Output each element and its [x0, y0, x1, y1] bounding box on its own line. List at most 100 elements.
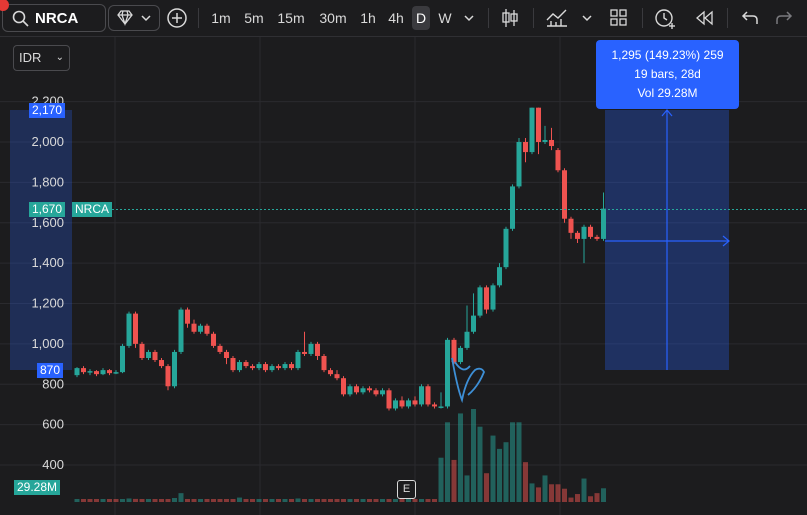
- candle-body: [94, 371, 99, 375]
- candle: [308, 341, 314, 356]
- timeframe-15m[interactable]: 15m: [277, 10, 305, 26]
- redo-icon[interactable]: [774, 8, 794, 28]
- candle: [224, 349, 229, 365]
- candle: [406, 398, 411, 409]
- candle: [347, 384, 353, 397]
- candle-body: [243, 362, 249, 367]
- chevron-down-icon[interactable]: [581, 12, 593, 24]
- candle: [367, 386, 372, 393]
- volume-bar: [341, 499, 346, 502]
- volume-bar: [484, 473, 489, 502]
- candle: [575, 230, 580, 243]
- volume-bar: [555, 484, 561, 502]
- volume-bar: [107, 499, 112, 502]
- candles-icon[interactable]: [499, 7, 521, 29]
- candle-body: [224, 351, 229, 359]
- volume-bar: [217, 499, 223, 502]
- candle: [516, 137, 522, 189]
- undo-icon[interactable]: [740, 8, 760, 28]
- candle-body: [458, 347, 463, 363]
- candle: [198, 323, 203, 334]
- candle: [328, 368, 333, 377]
- candle: [503, 226, 509, 270]
- candle-body: [302, 351, 307, 354]
- timeframe-d-active[interactable]: D: [412, 6, 430, 30]
- volume-bar: [308, 499, 314, 502]
- candle-body: [399, 400, 405, 407]
- chevron-down-icon[interactable]: [463, 12, 475, 24]
- volume-bar: [516, 422, 522, 502]
- volume-bar: [81, 499, 86, 502]
- candle-body: [360, 388, 366, 393]
- candle: [113, 370, 119, 375]
- currency-label: IDR: [19, 50, 42, 65]
- candle-body: [276, 366, 281, 369]
- candle-body: [386, 390, 392, 409]
- volume-bar: [451, 459, 457, 502]
- volume-bar: [159, 499, 164, 502]
- volume-bar: [165, 499, 171, 502]
- timeframe-w[interactable]: W: [438, 10, 452, 26]
- measure-range-axis-band: [10, 110, 72, 370]
- candle-body: [373, 390, 379, 395]
- earnings-event-marker[interactable]: E: [397, 480, 416, 499]
- symbol-search[interactable]: NRCA: [0, 0, 106, 32]
- candle-body: [568, 218, 574, 233]
- measure-bars-text: 19 bars, 28d: [634, 67, 701, 81]
- candle-body: [146, 351, 151, 359]
- timeframe-30m[interactable]: 30m: [319, 10, 347, 26]
- price-tick-label: 400: [42, 457, 64, 472]
- candle: [321, 353, 327, 373]
- volume-bar: [94, 499, 99, 502]
- candle: [510, 184, 515, 231]
- volume-bar: [321, 499, 327, 502]
- candle-body: [471, 315, 476, 332]
- candle: [568, 216, 574, 239]
- candle-body: [503, 228, 509, 268]
- timeframe-1h[interactable]: 1h: [360, 10, 376, 26]
- compare-button[interactable]: [108, 5, 160, 31]
- candle-body: [412, 400, 418, 405]
- candle-body: [497, 267, 502, 286]
- volume-bar: [185, 499, 190, 502]
- candle: [120, 343, 125, 374]
- candle-body: [217, 345, 223, 352]
- candle-body: [334, 374, 340, 379]
- volume-bar: [393, 499, 398, 502]
- replay-icon[interactable]: [693, 8, 715, 28]
- candle: [178, 307, 184, 354]
- layout-grid-icon[interactable]: [609, 8, 629, 28]
- volume-bar: [315, 499, 320, 502]
- alert-clock-icon[interactable]: [653, 6, 677, 30]
- candle-body: [354, 386, 359, 393]
- candle-body: [191, 323, 197, 332]
- last-symbol-label: NRCA: [72, 202, 113, 217]
- candle-body: [406, 400, 411, 407]
- add-icon[interactable]: [166, 7, 188, 29]
- candle: [497, 263, 502, 288]
- timeframe-1m[interactable]: 1m: [211, 10, 231, 26]
- volume-bar: [237, 497, 242, 502]
- measure-vertical-arrowhead: [661, 109, 673, 117]
- currency-selector[interactable]: IDR ⌄: [13, 45, 70, 71]
- volume-bar: [412, 499, 418, 502]
- volume-bar: [399, 499, 405, 502]
- candle: [276, 364, 281, 371]
- indicators-icon[interactable]: [545, 6, 569, 28]
- candle-body: [536, 107, 541, 142]
- candle-body: [74, 368, 80, 376]
- timeframe-4h[interactable]: 4h: [388, 10, 404, 26]
- volume-bar: [406, 499, 411, 502]
- candle: [425, 384, 431, 407]
- volume-bar: [458, 413, 463, 502]
- timeframe-5m[interactable]: 5m: [244, 10, 264, 26]
- candle-body: [126, 313, 132, 346]
- candle: [165, 364, 171, 391]
- candle-body: [81, 368, 86, 373]
- candle: [172, 349, 177, 389]
- volume-bar: [74, 499, 80, 502]
- candle-body: [464, 331, 470, 348]
- candle: [139, 341, 145, 361]
- candle-body: [204, 325, 210, 334]
